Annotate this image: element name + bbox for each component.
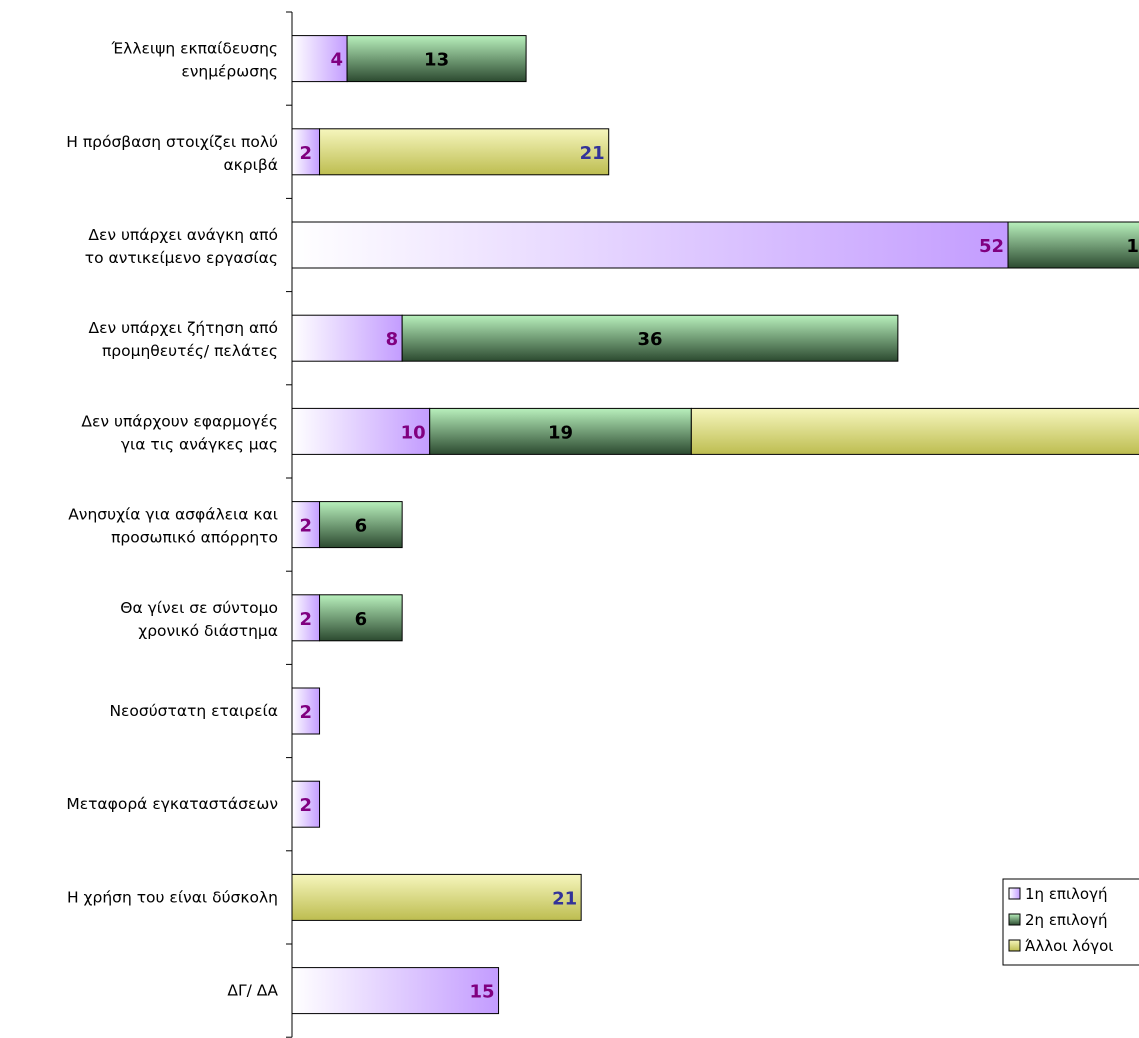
legend-box: [1002, 878, 1139, 966]
data-label: 19: [548, 422, 573, 443]
data-label: 21: [552, 888, 577, 909]
legend-label: Άλλοι λόγοι: [1025, 937, 1113, 955]
category-label: Νεοσύστατη εταιρεία: [109, 702, 278, 720]
data-label: 2: [300, 795, 313, 816]
bars-layer: 41322152198361019572626222115: [291, 35, 1139, 1015]
data-label: 4: [331, 50, 344, 71]
bar-segment: [291, 221, 1009, 269]
legend-swatch: [1008, 913, 1021, 926]
data-label: 10: [401, 422, 426, 443]
legend: 1η επιλογή 2η επιλογή Άλλοι λόγοι: [1002, 878, 1139, 966]
category-label: Η χρήση του είναι δύσκολη: [67, 888, 278, 906]
legend-label: 1η επιλογή: [1025, 885, 1107, 903]
bar-segment: [319, 501, 403, 549]
data-label: 2: [300, 702, 313, 723]
category-labels: Έλλειψη εκπαίδευσης ενημέρωσης Η πρόσβαση …: [66, 40, 278, 1000]
data-label: 6: [355, 516, 368, 537]
bar-segment: [291, 873, 582, 921]
bar-segment: [690, 407, 1139, 455]
data-label: 6: [355, 609, 368, 630]
category-label: Έλλειψη εκπαίδευσης ενημέρωσης: [111, 40, 278, 81]
legend-swatch: [1008, 887, 1021, 900]
data-label: 15: [469, 982, 494, 1003]
category-label: Μεταφορά εγκαταστάσεων: [66, 795, 278, 813]
data-label: 36: [637, 329, 662, 350]
bar-segment: [401, 314, 899, 362]
bar-segment: [346, 35, 527, 83]
category-label: Δεν υπάρχουν εφαρμογές για τις ανάγκες μα…: [81, 412, 278, 453]
category-label: Η πρόσβαση στοιχίζει πολύ ακριβά: [66, 133, 278, 174]
bar-segment: [291, 687, 321, 735]
category-label: Δεν υπάρχει ζήτηση από προμηθευτές/ πελάτ…: [89, 319, 278, 360]
data-label: 13: [424, 50, 449, 71]
bar-segment: [291, 780, 321, 828]
data-label: 21: [580, 143, 605, 164]
category-label: Θα γίνει σε σύντομο χρονικό διάστημα: [120, 599, 278, 640]
bar-segment: [291, 35, 348, 83]
legend-swatch: [1008, 939, 1021, 952]
data-label: 2: [300, 516, 313, 537]
category-label: ΔΓ/ ΔΑ: [227, 982, 278, 1000]
data-label: 19: [1126, 236, 1139, 257]
bar-segment: [291, 314, 403, 362]
category-axis: [286, 11, 293, 1038]
bar-segment: [291, 128, 321, 176]
bar-segment: [1007, 221, 1139, 269]
category-label: Δεν υπάρχει ανάγκη από το αντικείμενο εργ…: [85, 226, 278, 267]
data-label: 8: [386, 329, 399, 350]
bar-segment: [319, 128, 610, 176]
data-label: 2: [300, 609, 313, 630]
category-label: Ανησυχία για ασφάλεια και προσωπικό απόρρ…: [68, 506, 278, 547]
data-label: 52: [979, 236, 1004, 257]
bar-segment: [429, 407, 692, 455]
bar-segment: [319, 594, 403, 642]
bar-segment: [291, 407, 431, 455]
bar-segment: [291, 967, 500, 1015]
legend-label: 2η επιλογή: [1025, 911, 1107, 929]
data-label: 2: [300, 143, 313, 164]
